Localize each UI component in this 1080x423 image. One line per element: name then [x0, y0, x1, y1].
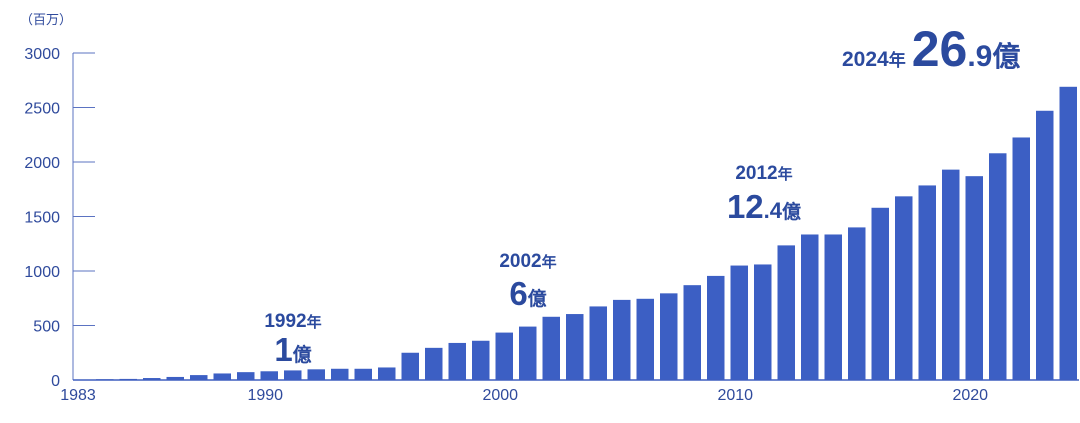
bar: [166, 376, 184, 380]
x-tick-label: 1983: [60, 387, 96, 404]
bar: [1012, 137, 1030, 380]
annotation-value-line: 1億: [274, 331, 311, 368]
annotation-year-suffix: 年: [778, 165, 793, 183]
bar: [895, 196, 913, 380]
annotation-2012: 2012年 12.4億: [727, 163, 801, 225]
y-unit-label: （百万）: [20, 13, 72, 28]
bar: [213, 373, 231, 380]
y-tick-label: 0: [51, 373, 60, 390]
annotation-value-line: 12.4億: [727, 188, 801, 225]
bar: [871, 207, 889, 380]
annotation-unit: 億: [528, 287, 547, 310]
y-axis: 0 500 1000 1500 2000 2500 3000: [24, 46, 95, 390]
annotation-label: 2024年 26.9億: [842, 21, 1020, 77]
x-tick-label: 2010: [717, 387, 753, 404]
y-tick-label: 1000: [24, 264, 60, 281]
annotation-value: 1: [274, 331, 292, 368]
y-tick-label: 2000: [24, 155, 60, 172]
annotation-year-line: 1992年: [264, 311, 321, 332]
annotation-year: 1992: [264, 311, 306, 332]
bar: [237, 372, 255, 380]
bar: [848, 227, 866, 380]
annotation-2024: 2024年 26.9億: [842, 21, 1020, 77]
bar: [707, 275, 725, 380]
bar: [542, 316, 560, 380]
y-tick-label: 500: [33, 319, 60, 336]
x-tick-label: 2000: [482, 387, 518, 404]
bar: [918, 185, 936, 380]
bar: [989, 153, 1007, 380]
y-tick-label: 3000: [24, 46, 60, 63]
annotation-year-suffix: 年: [307, 313, 322, 331]
bar: [965, 176, 983, 380]
bar: [307, 369, 325, 380]
annotation-value: 12: [727, 188, 764, 225]
annotation-year-line: 2002年: [499, 251, 556, 272]
bar: [1059, 86, 1077, 380]
bar: [636, 298, 654, 380]
annotation-year: 2002: [499, 251, 541, 272]
bar: [730, 265, 748, 380]
bar: [284, 370, 302, 380]
bar: [589, 306, 607, 380]
annotation-value-line: 6億: [509, 275, 546, 312]
bar: [448, 342, 466, 380]
bar: [401, 352, 419, 380]
annotation-year-suffix: 年: [542, 253, 557, 271]
annotation-year: 2024: [842, 48, 889, 71]
bar: [495, 332, 513, 380]
annotation-value: 26: [912, 21, 968, 77]
annotation-unit: 億: [782, 200, 801, 223]
bar: [260, 371, 278, 380]
bar: [143, 378, 161, 380]
annotation-value: 6: [509, 275, 527, 312]
y-tick-label: 2500: [24, 101, 60, 118]
bar: [566, 314, 584, 380]
bar: [777, 245, 795, 380]
annotation-unit: 億: [992, 41, 1020, 72]
bar: [331, 368, 349, 380]
annotation-year-line: 2012年: [735, 163, 792, 184]
bar: [378, 367, 396, 380]
bar: [190, 375, 208, 380]
bar: [472, 340, 490, 380]
annotation-year: 2012: [735, 163, 777, 184]
annotation-value-decimal: .9: [967, 40, 992, 73]
bar: [354, 368, 372, 380]
bar: [754, 264, 772, 380]
bar: [660, 293, 678, 380]
bar: [1036, 110, 1054, 381]
y-tick-label: 1500: [24, 210, 60, 227]
bar-series: [96, 86, 1077, 381]
bar: [801, 234, 819, 380]
annotation-year-suffix: 年: [889, 50, 906, 70]
bar: [519, 326, 537, 380]
annotation-value-decimal: .4: [764, 198, 783, 223]
bar: [613, 299, 631, 380]
bar: [683, 285, 701, 380]
annotation-unit: 億: [293, 343, 312, 366]
bar: [425, 347, 443, 380]
x-axis: 1983 1990 2000 2010 2020: [60, 379, 1079, 404]
bar: [942, 169, 960, 380]
x-tick-label: 1990: [247, 387, 283, 404]
x-tick-label: 2020: [952, 387, 988, 404]
bar: [824, 234, 842, 380]
